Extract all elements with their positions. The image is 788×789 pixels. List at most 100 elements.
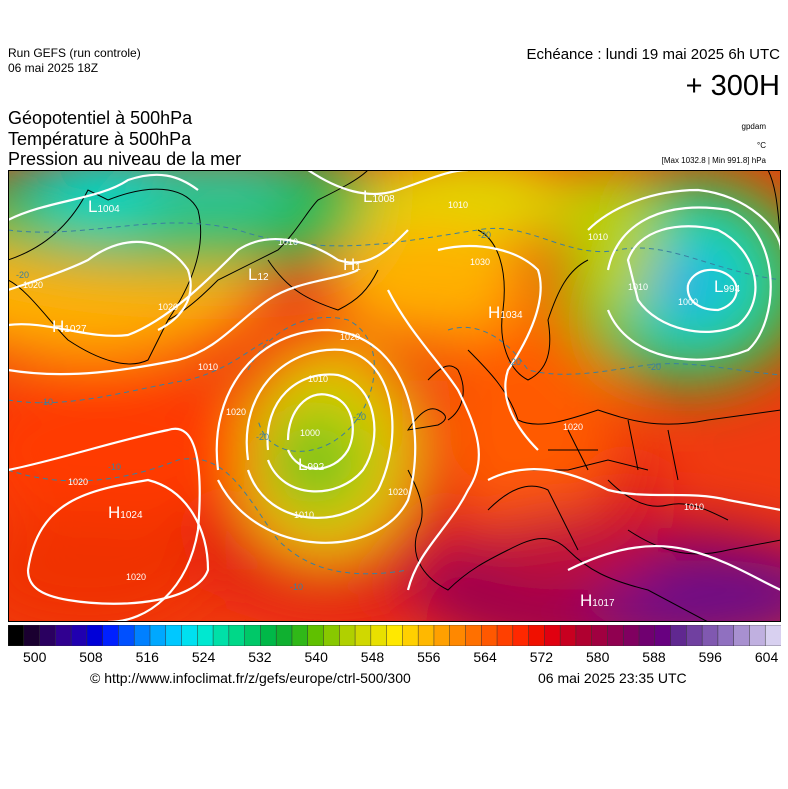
isobar-label: 1010 (588, 232, 608, 242)
geopotential-field (8, 170, 781, 622)
colorbar-swatch (8, 625, 25, 646)
colorbar-swatch (228, 625, 246, 646)
isobar-label: 1010 (448, 200, 468, 210)
colorbar-swatch (701, 625, 719, 646)
source-credit: © http://www.infoclimat.fr/z/gefs/europe… (90, 670, 411, 686)
colorbar-swatch (118, 625, 135, 646)
temp-label: -20 (256, 432, 269, 442)
colorbar-swatch (244, 625, 262, 646)
colorbar-swatch (212, 625, 230, 646)
colorbar-swatch (402, 625, 419, 646)
colorbar-swatch (717, 625, 735, 646)
colorbar-swatch (512, 625, 530, 646)
colorbar-swatch (165, 625, 183, 646)
isobar-label: 1020 (340, 332, 360, 342)
isobar-labels: 1020 1010 1010 1030 1020 1010 1000 1020 … (23, 200, 704, 582)
temp-label: -20 (478, 230, 491, 240)
colorbar-label: 588 (642, 649, 666, 665)
isobar-label: 1020 (226, 407, 246, 417)
colorbar-swatch (544, 625, 561, 646)
isobar-label: 1010 (294, 510, 314, 520)
colorbar-label: 580 (586, 649, 610, 665)
colorbar-swatch (575, 625, 593, 646)
temp-label: -20 (16, 270, 29, 280)
isobar-label: 1020 (563, 422, 583, 432)
colorbar-swatch (433, 625, 451, 646)
temp-label: -10 (40, 397, 53, 407)
colorbar-swatch (528, 625, 546, 646)
colorbar-swatch (291, 625, 309, 646)
center-l-992: L992 (298, 455, 325, 474)
colorbar-swatch (764, 625, 781, 646)
colorbar-swatch (86, 625, 104, 646)
colorbar-swatch (386, 625, 404, 646)
colorbar-swatch (638, 625, 656, 646)
colorbar-swatch (670, 625, 688, 646)
colorbar-swatch (339, 625, 356, 646)
colorbar-swatch (307, 625, 325, 646)
colorbar-swatch (23, 625, 41, 646)
isobar-label: 1010 (684, 502, 704, 512)
center-h-1034: H1034 (488, 303, 523, 322)
colorbar-swatch (654, 625, 672, 646)
colorbar-swatch (449, 625, 467, 646)
temperature-isotherms (8, 222, 781, 575)
colorbar-swatch (607, 625, 624, 646)
colorbar-label: 564 (473, 649, 497, 665)
colorbar-swatch (354, 625, 372, 646)
lead-time: + 300H (685, 70, 780, 102)
title-pressure: Pression au niveau de la mer (8, 149, 242, 169)
isobar-label: 1010 (198, 362, 218, 372)
isobar-label: 1010 (628, 282, 648, 292)
title-temperature: Température à 500hPa (8, 129, 192, 149)
isobar-label: 1020 (68, 477, 88, 487)
colorbar-label: 540 (304, 649, 328, 665)
center-l-1004: L1004 (88, 197, 120, 216)
colorbar-swatch (39, 625, 57, 646)
colorbar-swatch (181, 625, 199, 646)
temp-label: -20 (648, 362, 661, 372)
colorbar (8, 625, 781, 646)
colorbar-swatch (149, 625, 167, 646)
isobar-label: 1030 (470, 257, 490, 267)
colorbar-label: 572 (529, 649, 554, 665)
temp-label: -10 (108, 462, 121, 472)
colorbar-swatch (275, 625, 293, 646)
colorbar-swatch (733, 625, 751, 646)
colorbar-swatch (686, 625, 703, 646)
colorbar-label: 500 (23, 649, 47, 665)
center-h-1017: H1017 (580, 591, 615, 610)
colorbar-label: 604 (754, 649, 779, 665)
colorbar-swatch (481, 625, 498, 646)
colorbar-swatch (417, 625, 435, 646)
center-h-1: H1 (343, 255, 361, 274)
colorbar-label: 516 (135, 649, 159, 665)
isobar-label: 1000 (300, 428, 320, 438)
temp-label: -20 (353, 412, 366, 422)
unit-temperature: °C (757, 141, 766, 150)
colorbar-swatch (70, 625, 88, 646)
colorbar-swatch (370, 625, 388, 646)
colorbar-labels: 500 508 516 524 532 540 548 556 564 572 580 588 596 6… (8, 649, 781, 667)
colorbar-swatch (591, 625, 609, 646)
pressure-centers: L1004 L1008 L12 H1 H1027 H1034 L994 L992… (52, 187, 741, 610)
center-l-12: L12 (248, 265, 269, 284)
isobar-label: 1010 (308, 374, 328, 384)
title-geopotential: Géopotentiel à 500hPa (8, 108, 193, 128)
colorbar-swatch (197, 625, 214, 646)
isobar-label: 1020 (126, 572, 146, 582)
colorbar-swatch (55, 625, 72, 646)
colorbar-swatch (133, 625, 151, 646)
temp-label: -20 (508, 357, 521, 367)
colorbar-swatch (102, 625, 120, 646)
temperature-labels: -20 -20 -20 -20 -20 -10 -10 -10 -20 (16, 230, 661, 592)
isobar-label: 1020 (23, 280, 43, 290)
pressure-max-min: [Max 1032.8 | Min 991.8] hPa (661, 156, 766, 165)
colorbar-swatch (749, 625, 766, 646)
isobars (8, 170, 781, 622)
colorbar-label: 556 (417, 649, 441, 665)
colorbar-label: 508 (79, 649, 103, 665)
center-l-1008: L1008 (363, 187, 395, 206)
colorbar-swatch (622, 625, 640, 646)
isobar-label: 1000 (678, 297, 698, 307)
